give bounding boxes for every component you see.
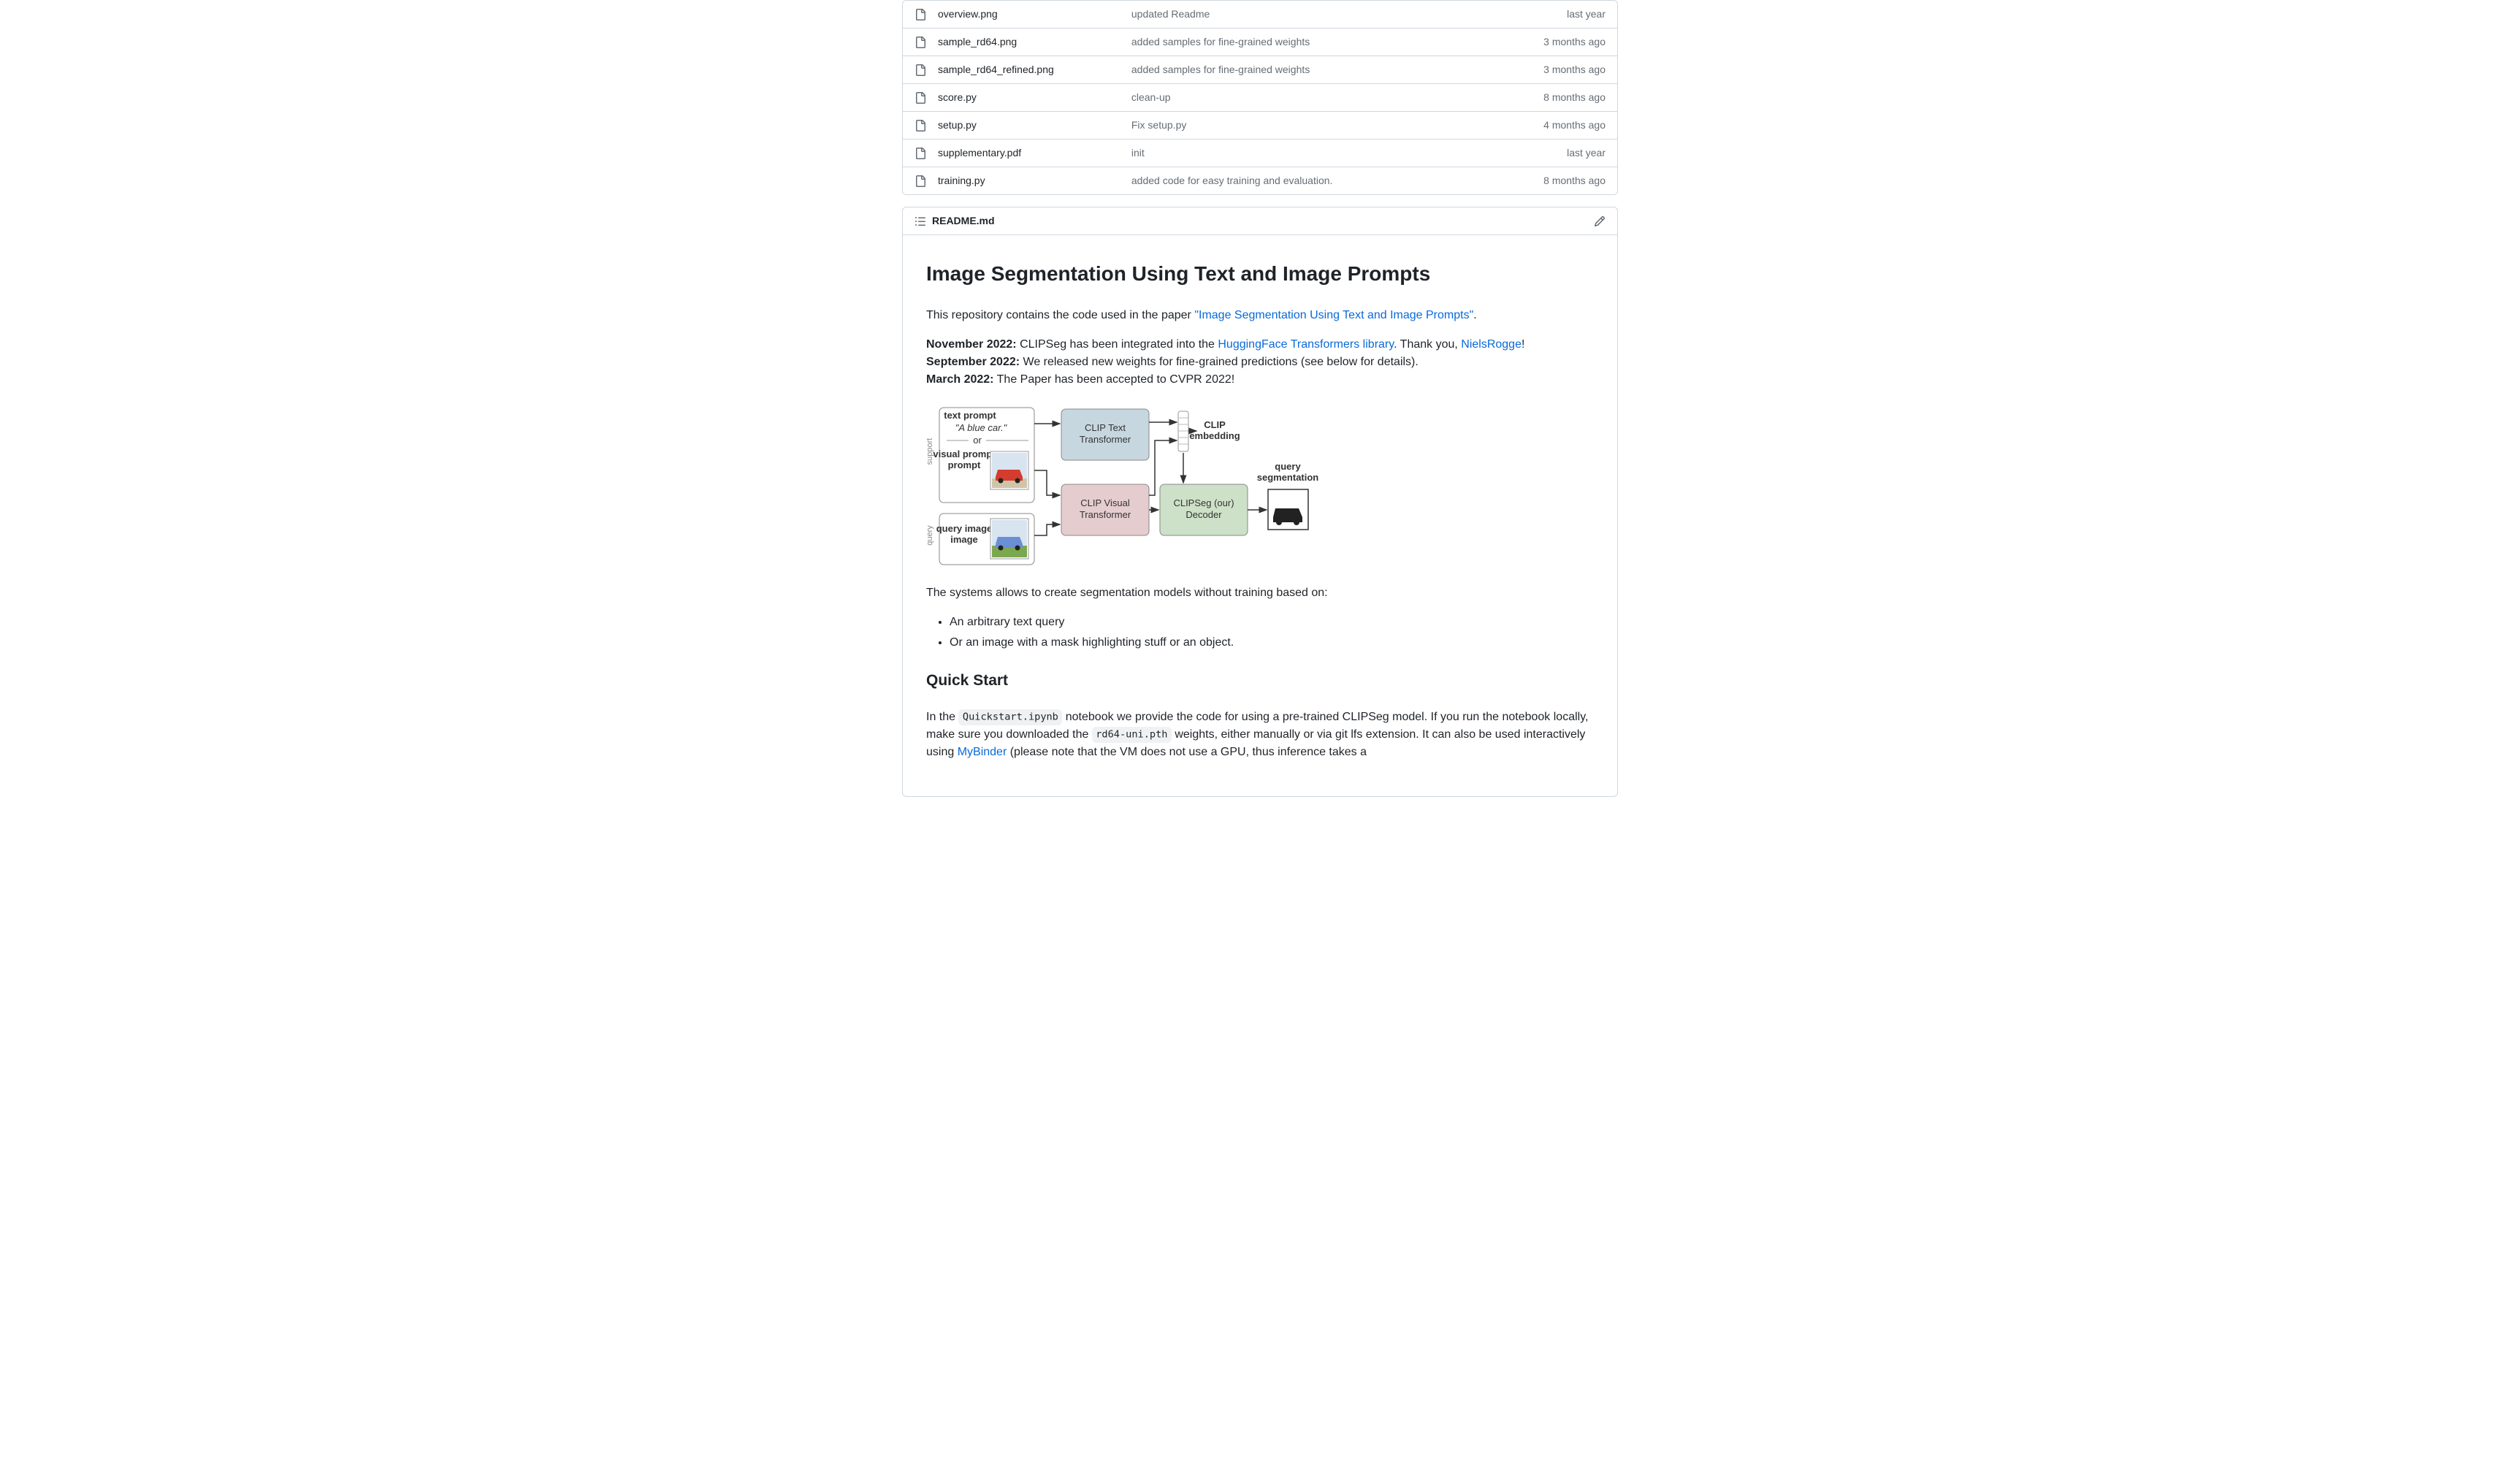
list-icon[interactable] xyxy=(915,215,926,227)
file-icon xyxy=(915,175,926,187)
file-commit-message[interactable]: updated Readme xyxy=(1131,7,1567,22)
visual-prompt-label: visual prompt xyxy=(933,449,996,459)
readme-title-heading: Image Segmentation Using Text and Image … xyxy=(926,259,1594,295)
file-icon xyxy=(915,37,926,48)
file-icon xyxy=(915,9,926,20)
intro-suffix: . xyxy=(1473,309,1476,321)
file-name[interactable]: overview.png xyxy=(938,7,1131,22)
file-name[interactable]: sample_rd64.png xyxy=(938,34,1131,50)
clip-text-label2: Transformer xyxy=(1080,434,1131,445)
news-nov-label: November 2022: xyxy=(926,338,1017,351)
file-list: overview.png updated Readme last year sa… xyxy=(902,0,1618,195)
file-date: last year xyxy=(1567,7,1605,22)
svg-text:prompt: prompt xyxy=(948,459,981,470)
file-row[interactable]: score.py clean-up 8 months ago xyxy=(903,83,1617,111)
nielsrogge-link[interactable]: NielsRogge xyxy=(1461,338,1521,351)
clip-emb-label2: embedding xyxy=(1189,430,1240,441)
file-date: last year xyxy=(1567,145,1605,161)
systems-paragraph: The systems allows to create segmentatio… xyxy=(926,584,1594,602)
qs-code: rd64-uni.pth xyxy=(1092,727,1172,742)
file-row[interactable]: setup.py Fix setup.py 4 months ago xyxy=(903,111,1617,139)
readme-header: README.md xyxy=(903,207,1617,235)
arrow xyxy=(1034,524,1060,535)
arrow xyxy=(1034,470,1060,495)
qs-code: Quickstart.ipynb xyxy=(958,709,1062,725)
text-prompt-label: text prompt xyxy=(944,410,996,421)
file-commit-message[interactable]: added samples for fine-grained weights xyxy=(1131,62,1543,77)
clip-emb-label1: CLIP xyxy=(1204,419,1226,430)
clip-visual-label2: Transformer xyxy=(1080,509,1131,520)
news-text: We released new weights for fine-grained… xyxy=(1020,356,1419,368)
file-name[interactable]: supplementary.pdf xyxy=(938,145,1131,161)
file-name[interactable]: sample_rd64_refined.png xyxy=(938,62,1131,77)
file-commit-message[interactable]: clean-up xyxy=(1131,90,1543,105)
news-text: ! xyxy=(1521,338,1524,351)
file-row[interactable]: sample_rd64_refined.png added samples fo… xyxy=(903,56,1617,83)
list-item: Or an image with a mask highlighting stu… xyxy=(950,634,1594,652)
intro-text: This repository contains the code used i… xyxy=(926,309,1194,321)
diagram-svg: support query text prompt "A blue car." … xyxy=(926,400,1364,568)
query-label: query xyxy=(926,525,934,546)
file-date: 8 months ago xyxy=(1543,173,1605,188)
pencil-icon[interactable] xyxy=(1594,215,1605,227)
query-seg-label2: segmentation xyxy=(1257,472,1319,483)
huggingface-link[interactable]: HuggingFace Transformers library xyxy=(1218,338,1394,351)
clip-visual-label1: CLIP Visual xyxy=(1080,497,1130,508)
news-text: CLIPSeg has been integrated into the xyxy=(1017,338,1218,351)
news-sep-label: September 2022: xyxy=(926,356,1020,368)
or-label: or xyxy=(973,435,982,446)
news-paragraph: November 2022: CLIPSeg has been integrat… xyxy=(926,336,1594,389)
file-commit-message[interactable]: added samples for fine-grained weights xyxy=(1131,34,1543,50)
file-commit-message[interactable]: init xyxy=(1131,145,1567,161)
file-icon xyxy=(915,64,926,76)
file-date: 8 months ago xyxy=(1543,90,1605,105)
text-prompt-example: "A blue car." xyxy=(955,422,1008,433)
file-date: 3 months ago xyxy=(1543,62,1605,77)
decoder-label2: Decoder xyxy=(1185,509,1222,520)
readme-content: Image Segmentation Using Text and Image … xyxy=(903,235,1617,796)
quickstart-heading: Quick Start xyxy=(926,669,1594,697)
news-text: . Thank you, xyxy=(1394,338,1461,351)
file-row[interactable]: supplementary.pdf init last year xyxy=(903,139,1617,167)
list-item: An arbitrary text query xyxy=(950,614,1594,631)
qs-text: (please note that the VM does not use a … xyxy=(1007,746,1367,758)
readme-box: README.md Image Segmentation Using Text … xyxy=(902,207,1618,797)
feature-list: An arbitrary text query Or an image with… xyxy=(926,614,1594,652)
file-date: 4 months ago xyxy=(1543,118,1605,133)
decoder-label1: CLIPSeg (our) xyxy=(1173,497,1234,508)
file-name[interactable]: setup.py xyxy=(938,118,1131,133)
clip-text-label1: CLIP Text xyxy=(1085,422,1126,433)
file-commit-message[interactable]: Fix setup.py xyxy=(1131,118,1543,133)
file-name[interactable]: score.py xyxy=(938,90,1131,105)
file-icon xyxy=(915,148,926,159)
file-icon xyxy=(915,92,926,104)
paper-link[interactable]: "Image Segmentation Using Text and Image… xyxy=(1194,309,1473,321)
architecture-diagram: support query text prompt "A blue car." … xyxy=(926,400,1594,573)
news-text: The Paper has been accepted to CVPR 2022… xyxy=(994,373,1235,386)
file-row[interactable]: sample_rd64.png added samples for fine-g… xyxy=(903,28,1617,56)
file-date: 3 months ago xyxy=(1543,34,1605,50)
quickstart-paragraph: In the Quickstart.ipynb notebook we prov… xyxy=(926,709,1594,761)
file-row[interactable]: training.py added code for easy training… xyxy=(903,167,1617,194)
query-seg-label1: query xyxy=(1275,461,1301,472)
mybinder-link[interactable]: MyBinder xyxy=(958,746,1007,758)
file-icon xyxy=(915,120,926,131)
intro-paragraph: This repository contains the code used i… xyxy=(926,307,1594,324)
file-name[interactable]: training.py xyxy=(938,173,1131,188)
svg-text:image: image xyxy=(950,534,978,545)
qs-text: In the xyxy=(926,711,958,723)
readme-filename[interactable]: README.md xyxy=(932,213,995,229)
news-mar-label: March 2022: xyxy=(926,373,994,386)
file-row[interactable]: overview.png updated Readme last year xyxy=(903,1,1617,28)
query-image-label: query image xyxy=(936,523,993,534)
file-commit-message[interactable]: added code for easy training and evaluat… xyxy=(1131,173,1543,188)
